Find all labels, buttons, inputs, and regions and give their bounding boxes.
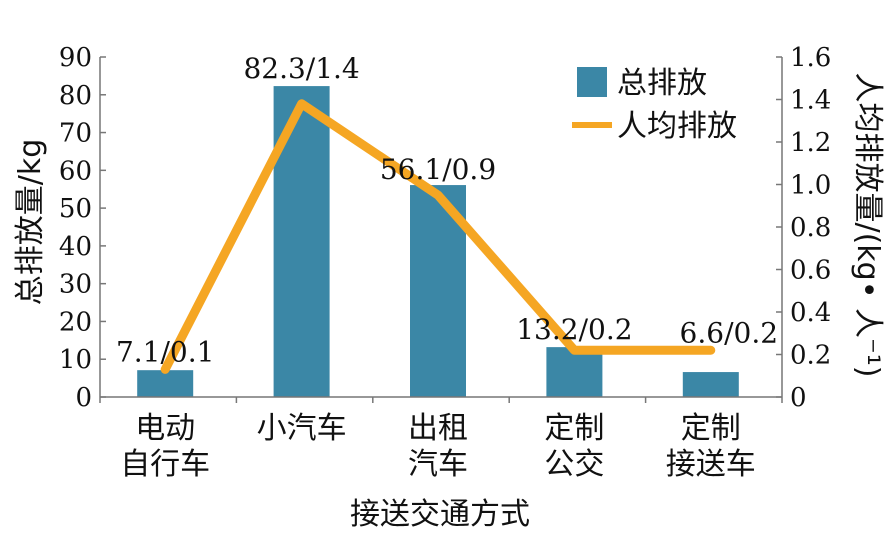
x-category-label: 定制	[544, 411, 604, 446]
bar	[546, 347, 603, 397]
x-category-label: 定制	[681, 411, 741, 446]
right-tick-label: 1.0	[790, 171, 831, 201]
right-tick-label: 0.2	[790, 341, 831, 371]
left-tick-label: 50	[59, 194, 92, 224]
left-tick-label: 30	[59, 270, 92, 300]
left-tick-label: 70	[59, 119, 92, 149]
x-category-label: 电动	[135, 411, 195, 446]
left-tick-label: 10	[59, 345, 92, 375]
right-tick-label: 1.4	[790, 86, 831, 116]
right-tick-label: 1.2	[790, 128, 831, 158]
data-label: 82.3/1.4	[243, 52, 359, 85]
data-labels: 7.1/0.1 82.3/1.4 56.1/0.9 13.2/0.2 6.6/0.2	[116, 52, 778, 368]
legend-label-per-capita: 人均排放	[617, 109, 737, 144]
legend-swatch-total	[577, 67, 607, 97]
right-axis-title: 人均排放量/(kg• 人⁻¹)	[850, 72, 885, 377]
x-category-label: 出租	[408, 411, 468, 446]
data-label: 7.1/0.1	[116, 335, 215, 368]
right-tick-label: 0.4	[790, 298, 831, 328]
left-tick-label: 40	[59, 232, 92, 262]
line-point	[164, 368, 167, 371]
legend: 总排放 人均排放	[572, 66, 737, 144]
right-tick-label: 1.6	[790, 43, 831, 73]
line-point	[437, 194, 439, 197]
right-tick-label: 0.8	[790, 213, 831, 243]
x-category-label: 公交	[544, 447, 604, 482]
left-tick-label: 20	[59, 307, 92, 337]
x-category-label: 汽车	[408, 447, 468, 482]
x-category-label: 接送车	[666, 447, 756, 482]
right-y-axis: 0 0.2 0.4 0.6 0.8 1.0 1.2 1.4 1.6	[776, 43, 831, 413]
left-axis-title: 总排放量/kg	[13, 139, 48, 306]
line-point	[709, 349, 712, 352]
left-tick-label: 90	[59, 43, 92, 73]
right-tick-label: 0	[790, 383, 807, 413]
data-label: 56.1/0.9	[380, 153, 496, 186]
left-tick-label: 60	[59, 156, 92, 186]
x-category-label: 小汽车	[257, 411, 347, 446]
line-series-per-capita	[160, 99, 716, 374]
data-label: 13.2/0.2	[516, 313, 632, 346]
line-point	[300, 102, 303, 105]
bar	[137, 370, 194, 397]
bar	[682, 372, 739, 397]
legend-label-total: 总排放	[617, 66, 707, 101]
left-y-axis: 0 10 20 30 40 50 60 70 80 90	[59, 43, 106, 413]
x-axis-title: 接送交通方式	[350, 497, 530, 532]
left-tick-label: 80	[59, 81, 92, 111]
data-label: 6.6/0.2	[680, 316, 779, 349]
left-tick-label: 0	[75, 383, 92, 413]
line-point	[573, 349, 576, 352]
x-category-label: 自行车	[120, 447, 210, 482]
right-tick-label: 0.6	[790, 256, 831, 286]
